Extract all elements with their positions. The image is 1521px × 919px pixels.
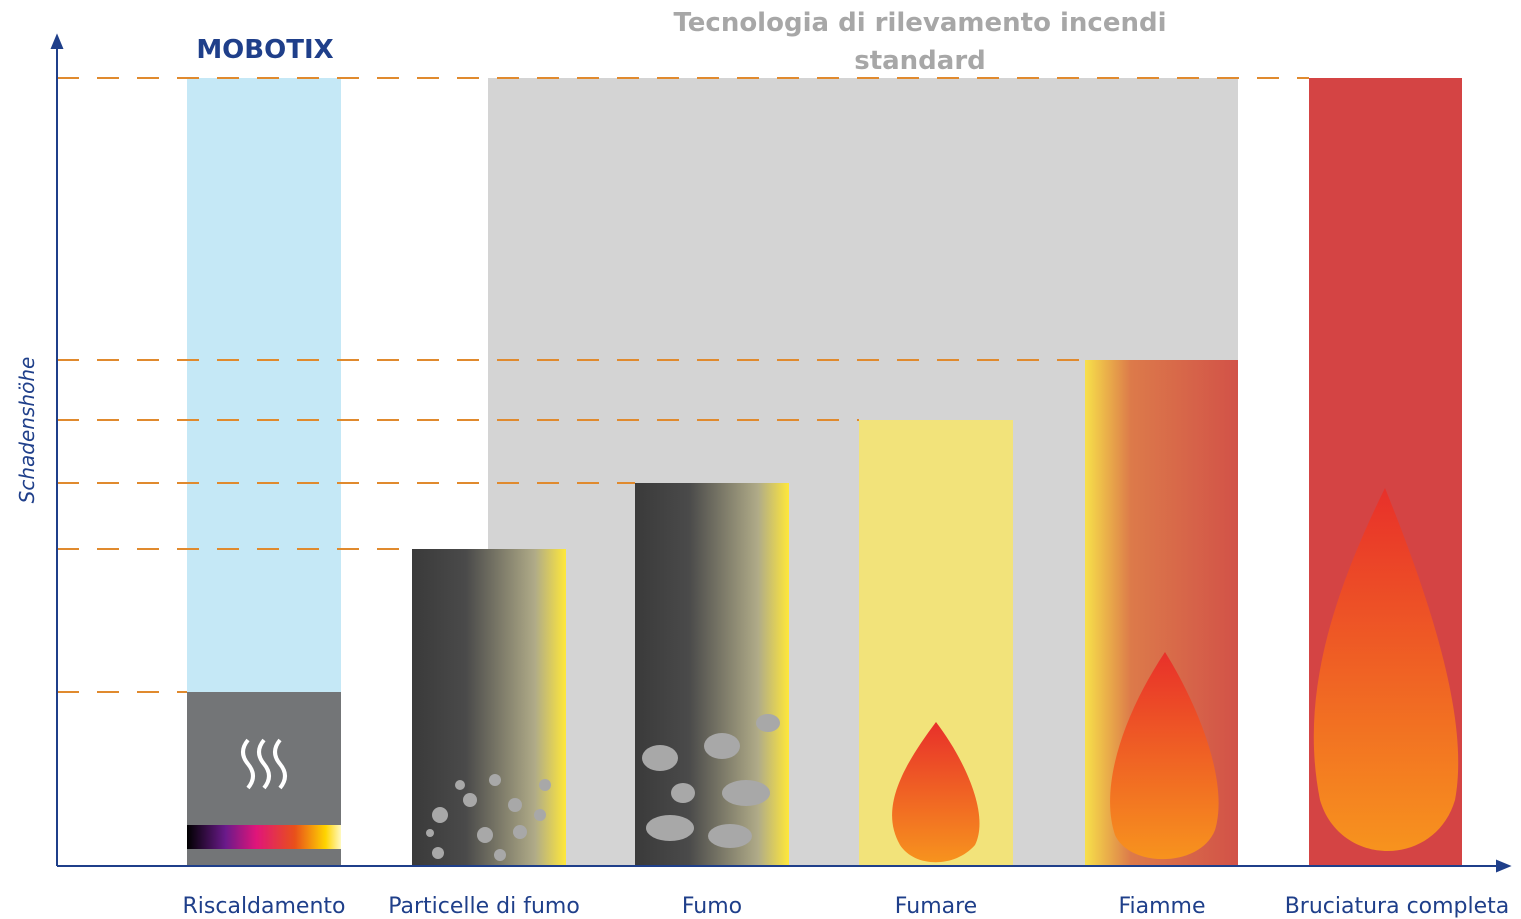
stage-label: Fiamme <box>1118 894 1205 919</box>
y-axis-label: Schadenshöhe <box>15 357 39 504</box>
stage-label: Riscaldamento <box>183 894 346 919</box>
stage-label: Bruciatura completa <box>1285 894 1510 919</box>
axes <box>50 33 1512 873</box>
stage-label: Particelle di fumo <box>388 894 580 919</box>
stage-label: Fumare <box>895 894 977 919</box>
stage-bars <box>187 78 1462 866</box>
stage-label: Fumo <box>682 894 742 919</box>
standard-title: standard <box>854 46 986 76</box>
brand: MOBOTIX <box>196 35 333 65</box>
level-lines <box>57 77 1309 693</box>
standard-title: Tecnologia di rilevamento incendi <box>673 8 1166 38</box>
